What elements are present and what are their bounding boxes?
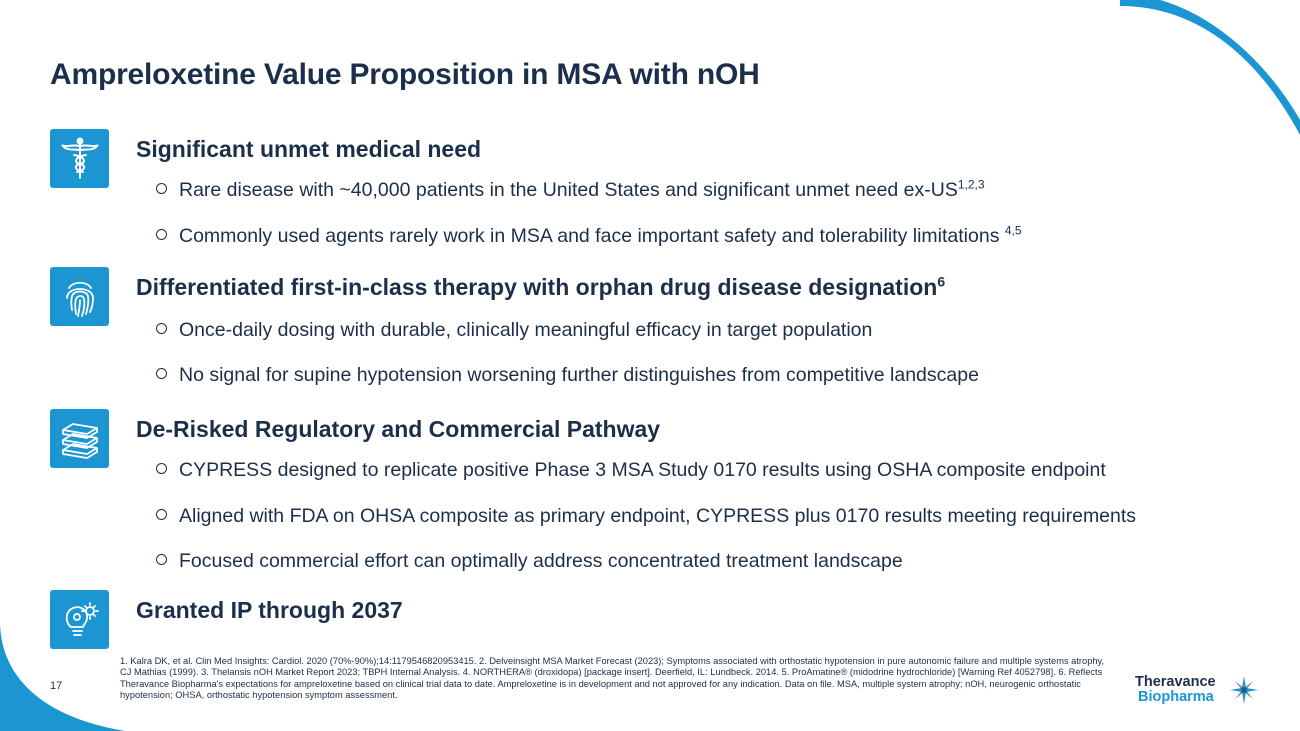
- section-heading: Granted IP through 2037: [136, 597, 403, 623]
- caduceus-icon: [50, 129, 109, 188]
- bullet-marker: [156, 509, 167, 520]
- list-item: CYPRESS designed to replicate positive P…: [156, 459, 1106, 482]
- section-heading: De-Risked Regulatory and Commercial Path…: [136, 416, 661, 442]
- lightbulb-gear-icon: [50, 590, 109, 649]
- list-item: Commonly used agents rarely work in MSA …: [156, 225, 1022, 248]
- list-item: Aligned with FDA on OHSA composite as pr…: [156, 505, 1136, 528]
- bullet-marker: [156, 368, 167, 379]
- books-icon: [50, 409, 109, 468]
- section-heading: Differentiated first-in-class therapy wi…: [136, 273, 946, 300]
- page-number: 17: [50, 680, 63, 692]
- bullet-marker: [156, 183, 167, 194]
- list-item: Focused commercial effort can optimally …: [156, 550, 903, 573]
- fingerprint-icon: [50, 267, 109, 326]
- footnote: 1. Kalra DK, et al. Clin Med Insights: C…: [120, 656, 1105, 701]
- bullet-marker: [156, 554, 167, 565]
- company-logo: Theravance Biopharma: [1134, 674, 1264, 708]
- section-heading: Significant unmet medical need: [136, 136, 482, 162]
- star-logo-icon: [1230, 676, 1258, 704]
- page-title: Ampreloxetine Value Proposition in MSA w…: [50, 58, 760, 91]
- list-item: Once-daily dosing with durable, clinical…: [156, 319, 872, 342]
- bullet-marker: [156, 463, 167, 474]
- logo-text-line1: Theravance: [1135, 674, 1216, 690]
- bullet-marker: [156, 323, 167, 334]
- logo-text-line2: Biopharma: [1138, 689, 1214, 705]
- corner-arc-top-right: [1120, 0, 1300, 135]
- list-item: Rare disease with ~40,000 patients in th…: [156, 179, 985, 202]
- bullet-marker: [156, 229, 167, 240]
- list-item: No signal for supine hypotension worseni…: [156, 364, 979, 387]
